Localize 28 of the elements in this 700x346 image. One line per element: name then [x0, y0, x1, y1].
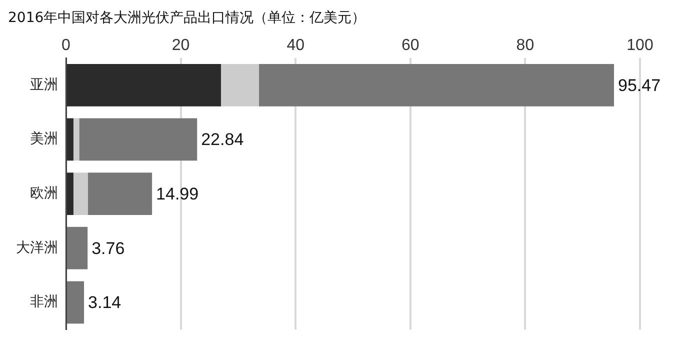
chart-title: 2016年中国对各大洲光伏产品出口情况（单位：亿美元） [8, 10, 366, 26]
y-tick-label: 大洋洲 [16, 240, 58, 256]
y-tick-label: 美洲 [30, 131, 58, 148]
bar [73, 172, 88, 215]
x-tick-label: 20 [172, 36, 190, 54]
bar [67, 226, 88, 270]
bar [220, 64, 259, 106]
bar [79, 118, 198, 161]
x-tick-label: 60 [402, 36, 420, 54]
y-tick-label: 非洲 [30, 294, 58, 310]
total-label: 14.99 [156, 184, 199, 204]
total-label: 22.84 [201, 130, 244, 150]
bar [73, 118, 80, 161]
x-tick-label: 100 [626, 36, 654, 54]
bar [88, 172, 152, 215]
y-tick-label: 亚洲 [30, 76, 58, 93]
total-label: 3.14 [88, 293, 122, 312]
x-tick-label: 80 [516, 36, 534, 54]
x-tick-label: 40 [286, 36, 305, 54]
bar [67, 281, 84, 324]
y-tick-label: 欧洲 [30, 185, 58, 202]
bar [67, 172, 74, 215]
bar [258, 64, 614, 106]
total-label: 95.47 [618, 76, 661, 95]
x-tick-label: 0 [62, 36, 71, 54]
bar [67, 118, 74, 161]
total-label: 3.76 [92, 238, 125, 258]
bar [67, 64, 221, 106]
